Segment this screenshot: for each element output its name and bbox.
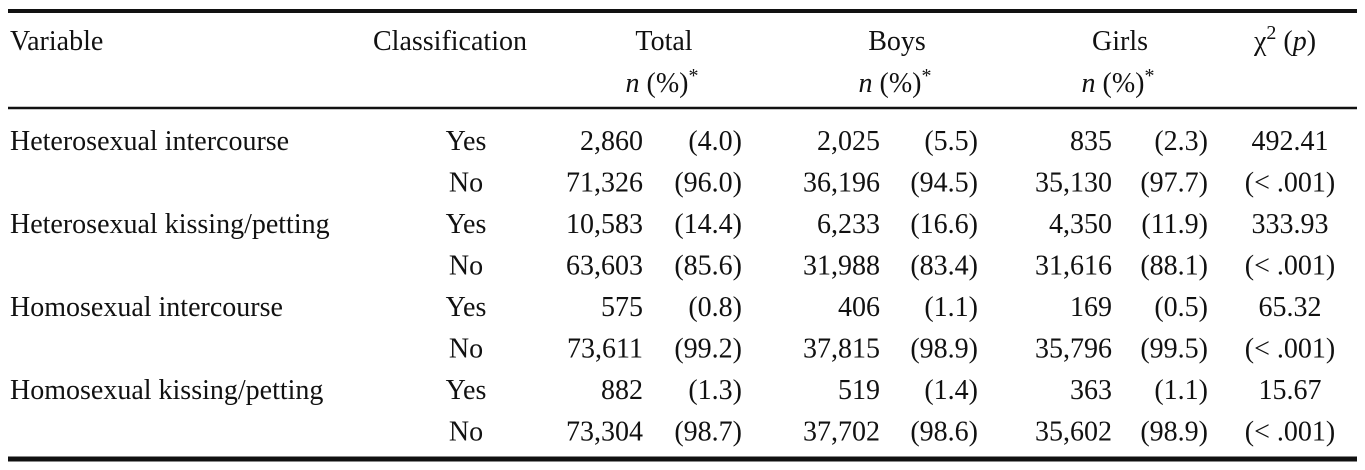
boys-pct: (16.6) bbox=[910, 209, 978, 240]
boys-n: 406 bbox=[838, 292, 880, 323]
total-n: 73,611 bbox=[567, 334, 643, 365]
total-n: 882 bbox=[601, 375, 643, 406]
boys-pct: (1.1) bbox=[924, 292, 978, 323]
girls-n: 363 bbox=[1070, 375, 1112, 406]
boys-n: 519 bbox=[838, 375, 880, 406]
girls-pct: (98.9) bbox=[1140, 417, 1208, 448]
sub-n: n bbox=[859, 68, 873, 99]
header-classification: Classification bbox=[373, 26, 527, 57]
chi-value: 65.32 bbox=[1259, 292, 1322, 323]
classification: Yes bbox=[446, 292, 487, 323]
girls-n: 4,350 bbox=[1049, 209, 1112, 240]
chi-value: 15.67 bbox=[1259, 375, 1322, 406]
header-variable: Variable bbox=[10, 26, 103, 57]
chi-open: ( bbox=[1283, 26, 1292, 57]
girls-pct: (88.1) bbox=[1140, 251, 1208, 282]
sub-star: * bbox=[921, 65, 931, 87]
boys-pct: (5.5) bbox=[924, 126, 978, 157]
sub-pct: (%) bbox=[880, 68, 922, 99]
classification: No bbox=[449, 168, 483, 199]
header-group: Boys bbox=[868, 26, 926, 57]
classification: No bbox=[449, 251, 483, 282]
chi-p: p bbox=[1291, 26, 1307, 57]
girls-n: 35,130 bbox=[1035, 168, 1112, 199]
sub-pct: (%) bbox=[647, 68, 689, 99]
classification: Yes bbox=[446, 209, 487, 240]
girls-pct: (97.7) bbox=[1140, 168, 1208, 199]
girls-n: 835 bbox=[1070, 126, 1112, 157]
variable: Heterosexual kissing/petting bbox=[10, 209, 330, 240]
header-group: Girls bbox=[1092, 26, 1148, 57]
sub-star: * bbox=[1144, 65, 1154, 87]
total-pct: (0.8) bbox=[688, 292, 742, 323]
variable: Heterosexual intercourse bbox=[10, 126, 289, 157]
boys-pct: (98.6) bbox=[910, 417, 978, 448]
total-pct: (99.2) bbox=[674, 334, 742, 365]
chi-close: ) bbox=[1307, 26, 1316, 57]
total-n: 2,860 bbox=[580, 126, 643, 157]
girls-n: 35,602 bbox=[1035, 417, 1112, 448]
boys-pct: (83.4) bbox=[910, 251, 978, 282]
boys-n: 37,702 bbox=[803, 417, 880, 448]
girls-pct: (99.5) bbox=[1140, 334, 1208, 365]
variable: Homosexual kissing/petting bbox=[10, 375, 323, 406]
chi-value: 492.41 bbox=[1252, 126, 1329, 157]
boys-n: 36,196 bbox=[803, 168, 880, 199]
girls-n: 35,796 bbox=[1035, 334, 1112, 365]
header-group: Total bbox=[635, 26, 692, 57]
girls-pct: (1.1) bbox=[1154, 375, 1208, 406]
total-pct: (85.6) bbox=[674, 251, 742, 282]
chi-symbol: χ bbox=[1253, 26, 1267, 57]
header-sub: n (%)* bbox=[626, 65, 699, 99]
sub-n: n bbox=[1082, 68, 1096, 99]
sub-star: * bbox=[688, 65, 698, 87]
girls-pct: (2.3) bbox=[1154, 126, 1208, 157]
boys-pct: (1.4) bbox=[924, 375, 978, 406]
total-pct: (14.4) bbox=[674, 209, 742, 240]
chi-exp: 2 bbox=[1266, 22, 1276, 44]
sub-pct: (%) bbox=[1103, 68, 1145, 99]
total-n: 10,583 bbox=[566, 209, 643, 240]
total-n: 63,603 bbox=[566, 251, 643, 282]
sub-n: n bbox=[626, 68, 640, 99]
boys-pct: (98.9) bbox=[910, 334, 978, 365]
chi-value: (< .001) bbox=[1245, 334, 1335, 365]
girls-pct: (11.9) bbox=[1141, 209, 1208, 240]
total-pct: (98.7) bbox=[674, 417, 742, 448]
variable: Homosexual intercourse bbox=[10, 292, 283, 323]
girls-pct: (0.5) bbox=[1154, 292, 1208, 323]
header-sub: n (%)* bbox=[1082, 65, 1155, 99]
header-sub: n (%)* bbox=[859, 65, 932, 99]
chi-value: (< .001) bbox=[1245, 251, 1335, 282]
boys-n: 2,025 bbox=[817, 126, 880, 157]
total-pct: (4.0) bbox=[688, 126, 742, 157]
boys-n: 6,233 bbox=[817, 209, 880, 240]
classification: No bbox=[449, 334, 483, 365]
classification: Yes bbox=[446, 375, 487, 406]
classification: No bbox=[449, 417, 483, 448]
total-pct: (96.0) bbox=[674, 168, 742, 199]
girls-n: 169 bbox=[1070, 292, 1112, 323]
chi-value: 333.93 bbox=[1252, 209, 1329, 240]
boys-n: 31,988 bbox=[803, 251, 880, 282]
boys-pct: (94.5) bbox=[910, 168, 978, 199]
chi-value: (< .001) bbox=[1245, 417, 1335, 448]
total-pct: (1.3) bbox=[688, 375, 742, 406]
classification: Yes bbox=[446, 126, 487, 157]
chi-value: (< .001) bbox=[1245, 168, 1335, 199]
boys-n: 37,815 bbox=[803, 334, 880, 365]
total-n: 575 bbox=[601, 292, 643, 323]
total-n: 73,304 bbox=[566, 417, 643, 448]
girls-n: 31,616 bbox=[1035, 251, 1112, 282]
total-n: 71,326 bbox=[566, 168, 643, 199]
header-chi: χ2 (p) bbox=[1253, 22, 1316, 57]
